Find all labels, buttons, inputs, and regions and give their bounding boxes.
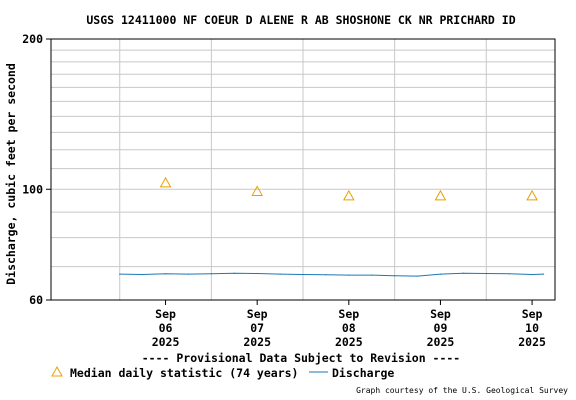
x-tick-label: 2025: [518, 335, 546, 349]
discharge-series: [119, 272, 545, 277]
discharge-point: [542, 273, 545, 275]
median-triangle-marker: [434, 189, 447, 201]
x-tick-label: 09: [434, 321, 448, 335]
discharge-point: [531, 273, 533, 276]
y-tick-label: 200: [22, 32, 43, 46]
median-legend-label: Median daily statistic (74 years): [70, 366, 298, 380]
discharge-point: [416, 275, 419, 277]
plot-frame: [50, 38, 556, 301]
x-tick-label: Sep: [155, 307, 176, 321]
discharge-point: [142, 273, 144, 276]
discharge-point: [302, 273, 304, 276]
credit-text: Graph courtesy of the U.S. Geological Su…: [356, 386, 568, 395]
x-tick-label: 2025: [427, 335, 455, 349]
discharge-point: [439, 273, 442, 275]
x-tick-label: Sep: [338, 307, 359, 321]
discharge-point: [348, 274, 350, 276]
x-tick-label: 2025: [152, 335, 180, 349]
x-tick-label: 06: [159, 321, 173, 335]
discharge-legend-label: Discharge: [332, 366, 394, 380]
x-tick-label: 2025: [243, 335, 271, 349]
discharge-point: [164, 273, 167, 275]
y-tick-label: 60: [29, 293, 43, 307]
discharge-point: [119, 273, 121, 275]
grid-lines: [51, 39, 555, 300]
discharge-point: [394, 275, 396, 277]
discharge-point: [233, 272, 235, 274]
x-tick-labels: Sep062025Sep072025Sep082025Sep092025Sep1…: [152, 300, 546, 349]
median-triangle-marker: [159, 176, 172, 188]
discharge-point: [279, 273, 281, 275]
x-tick-label: 2025: [335, 335, 363, 349]
median-triangle-marker: [251, 185, 264, 196]
provisional-notice: ---- Provisional Data Subject to Revisio…: [142, 351, 461, 365]
y-axis-label: Discharge, cubic feet per second: [4, 63, 18, 285]
discharge-point: [210, 273, 212, 275]
x-tick-label: 08: [342, 321, 356, 335]
discharge-line: [119, 272, 544, 277]
median-legend-triangle-icon: [51, 365, 63, 377]
x-tick-label: Sep: [522, 307, 543, 321]
discharge-point: [187, 273, 190, 275]
discharge-point: [462, 272, 464, 274]
discharge-point: [256, 272, 258, 275]
x-tick-label: 07: [250, 321, 264, 335]
discharge-point: [371, 274, 373, 276]
median-triangle-marker: [342, 189, 355, 201]
x-tick-label: Sep: [247, 307, 268, 321]
discharge-point: [485, 272, 487, 275]
chart-title: USGS 12411000 NF COEUR D ALENE R AB SHOS…: [86, 13, 515, 27]
median-series: [159, 176, 538, 201]
x-tick-label: Sep: [430, 307, 451, 321]
median-triangle-marker: [526, 189, 538, 201]
x-tick-label: 10: [525, 321, 539, 335]
legend: Median daily statistic (74 years) Discha…: [51, 365, 394, 380]
y-tick-label: 100: [22, 182, 43, 196]
discharge-point: [325, 274, 327, 276]
y-tick-labels: 60 100 200: [22, 32, 51, 307]
discharge-point: [508, 273, 510, 275]
